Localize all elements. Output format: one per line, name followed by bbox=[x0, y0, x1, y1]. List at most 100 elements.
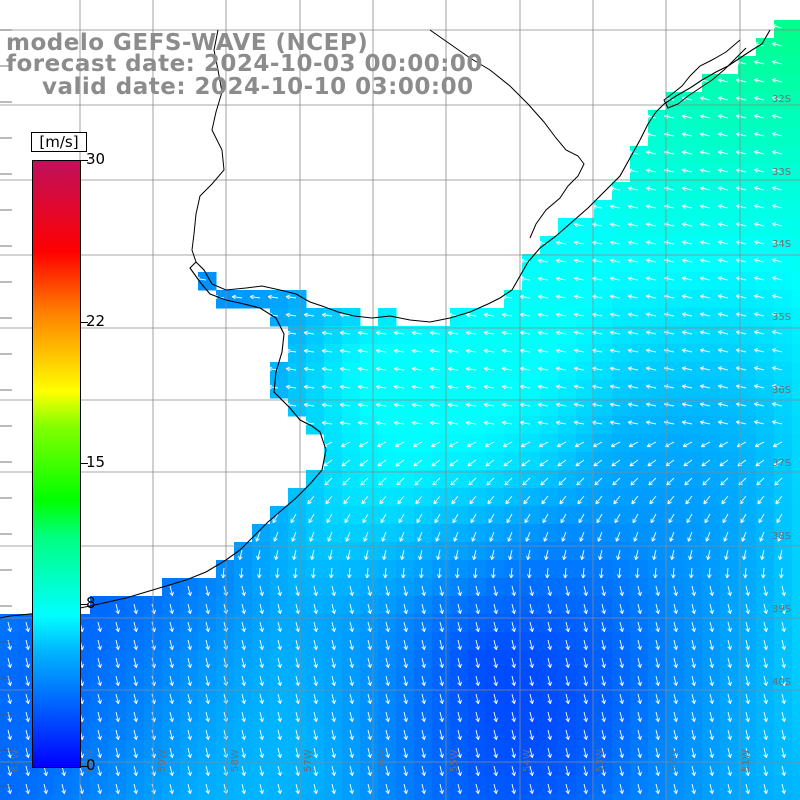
wind-arrow bbox=[475, 675, 480, 686]
field-cell bbox=[792, 668, 800, 687]
wind-arrow bbox=[285, 312, 297, 318]
field-cell bbox=[360, 470, 379, 489]
field-cell bbox=[0, 632, 19, 651]
wind-arrow bbox=[187, 585, 192, 596]
wind-arrow bbox=[475, 621, 480, 632]
field-cell bbox=[396, 722, 415, 741]
field-cell bbox=[594, 380, 613, 399]
wind-arrow bbox=[398, 513, 405, 524]
wind-arrow bbox=[529, 621, 534, 632]
field-cell bbox=[342, 794, 361, 800]
wind-arrow bbox=[691, 711, 696, 722]
field-cell bbox=[666, 632, 685, 651]
wind-arrow bbox=[649, 495, 657, 505]
field-cell bbox=[684, 200, 703, 219]
field-cell bbox=[522, 704, 541, 723]
field-cell bbox=[324, 416, 343, 435]
field-cell bbox=[288, 758, 307, 777]
wind-arrow bbox=[681, 240, 693, 245]
field-cell bbox=[0, 794, 19, 800]
wind-arrow bbox=[321, 330, 333, 336]
wind-arrow bbox=[537, 348, 549, 354]
wind-arrow bbox=[763, 693, 768, 704]
field-cell bbox=[540, 254, 559, 273]
field-cell bbox=[792, 434, 800, 453]
wind-arrow bbox=[735, 222, 747, 227]
wind-arrow bbox=[133, 747, 138, 758]
field-cell bbox=[306, 362, 325, 381]
field-cell bbox=[774, 92, 793, 111]
field-cell bbox=[180, 632, 199, 651]
field-cell bbox=[306, 380, 325, 399]
wind-arrow bbox=[735, 204, 747, 209]
wind-arrow bbox=[539, 459, 549, 467]
wind-arrow bbox=[595, 495, 603, 505]
field-cell bbox=[702, 434, 721, 453]
wind-arrow bbox=[581, 567, 586, 579]
field-cell bbox=[702, 794, 721, 800]
wind-arrow bbox=[255, 531, 261, 542]
wind-arrow bbox=[781, 783, 786, 794]
field-cell bbox=[576, 794, 595, 800]
field-cell bbox=[702, 470, 721, 489]
wind-arrow bbox=[457, 729, 462, 740]
field-cell bbox=[414, 722, 433, 741]
wind-arrow bbox=[506, 513, 513, 524]
field-cell bbox=[594, 362, 613, 381]
field-cell bbox=[18, 740, 37, 759]
wind-arrow bbox=[763, 729, 768, 740]
wind-arrow bbox=[342, 477, 351, 486]
field-cell bbox=[666, 578, 685, 597]
field-cell bbox=[774, 524, 793, 543]
field-cell bbox=[630, 758, 649, 777]
field-cell bbox=[630, 578, 649, 597]
field-cell bbox=[234, 290, 253, 309]
wind-arrow bbox=[467, 459, 477, 467]
field-cell bbox=[774, 650, 793, 669]
field-cell bbox=[180, 650, 199, 669]
wind-arrow bbox=[573, 258, 585, 264]
wind-arrow bbox=[725, 567, 730, 579]
field-cell bbox=[504, 434, 523, 453]
field-cell bbox=[540, 308, 559, 327]
field-cell bbox=[666, 488, 685, 507]
wind-arrow bbox=[601, 783, 606, 794]
field-cell bbox=[90, 632, 109, 651]
field-cell bbox=[702, 380, 721, 399]
wind-arrow bbox=[313, 639, 318, 650]
wind-arrow bbox=[519, 348, 531, 354]
field-cell bbox=[576, 398, 595, 417]
wind-arrow bbox=[627, 258, 639, 263]
field-cell bbox=[666, 686, 685, 705]
field-cell bbox=[666, 704, 685, 723]
field-cell bbox=[324, 488, 343, 507]
wind-arrow bbox=[771, 276, 783, 281]
wind-arrow bbox=[457, 657, 462, 668]
wind-arrow bbox=[505, 495, 513, 505]
field-cell bbox=[576, 596, 595, 615]
field-cell bbox=[720, 290, 739, 309]
wind-arrow bbox=[727, 693, 732, 704]
wind-arrow bbox=[7, 765, 12, 776]
wind-arrow bbox=[331, 585, 336, 596]
wind-arrow bbox=[619, 693, 624, 704]
field-cell bbox=[522, 776, 541, 795]
field-cell bbox=[0, 668, 19, 687]
field-cell bbox=[396, 542, 415, 561]
field-cell bbox=[558, 254, 577, 273]
wind-arrow bbox=[449, 459, 459, 467]
wind-arrow bbox=[303, 384, 315, 390]
field-cell bbox=[576, 542, 595, 561]
field-cell bbox=[486, 578, 505, 597]
field-cell bbox=[540, 434, 559, 453]
wind-arrow bbox=[187, 693, 192, 704]
field-cell bbox=[468, 452, 487, 471]
field-cell bbox=[324, 596, 343, 615]
field-cell bbox=[756, 344, 775, 363]
field-cell bbox=[738, 686, 757, 705]
field-cell bbox=[666, 110, 685, 129]
wind-arrow bbox=[537, 276, 549, 282]
field-cell bbox=[684, 578, 703, 597]
field-cell bbox=[378, 308, 397, 327]
wind-arrow bbox=[745, 711, 750, 722]
